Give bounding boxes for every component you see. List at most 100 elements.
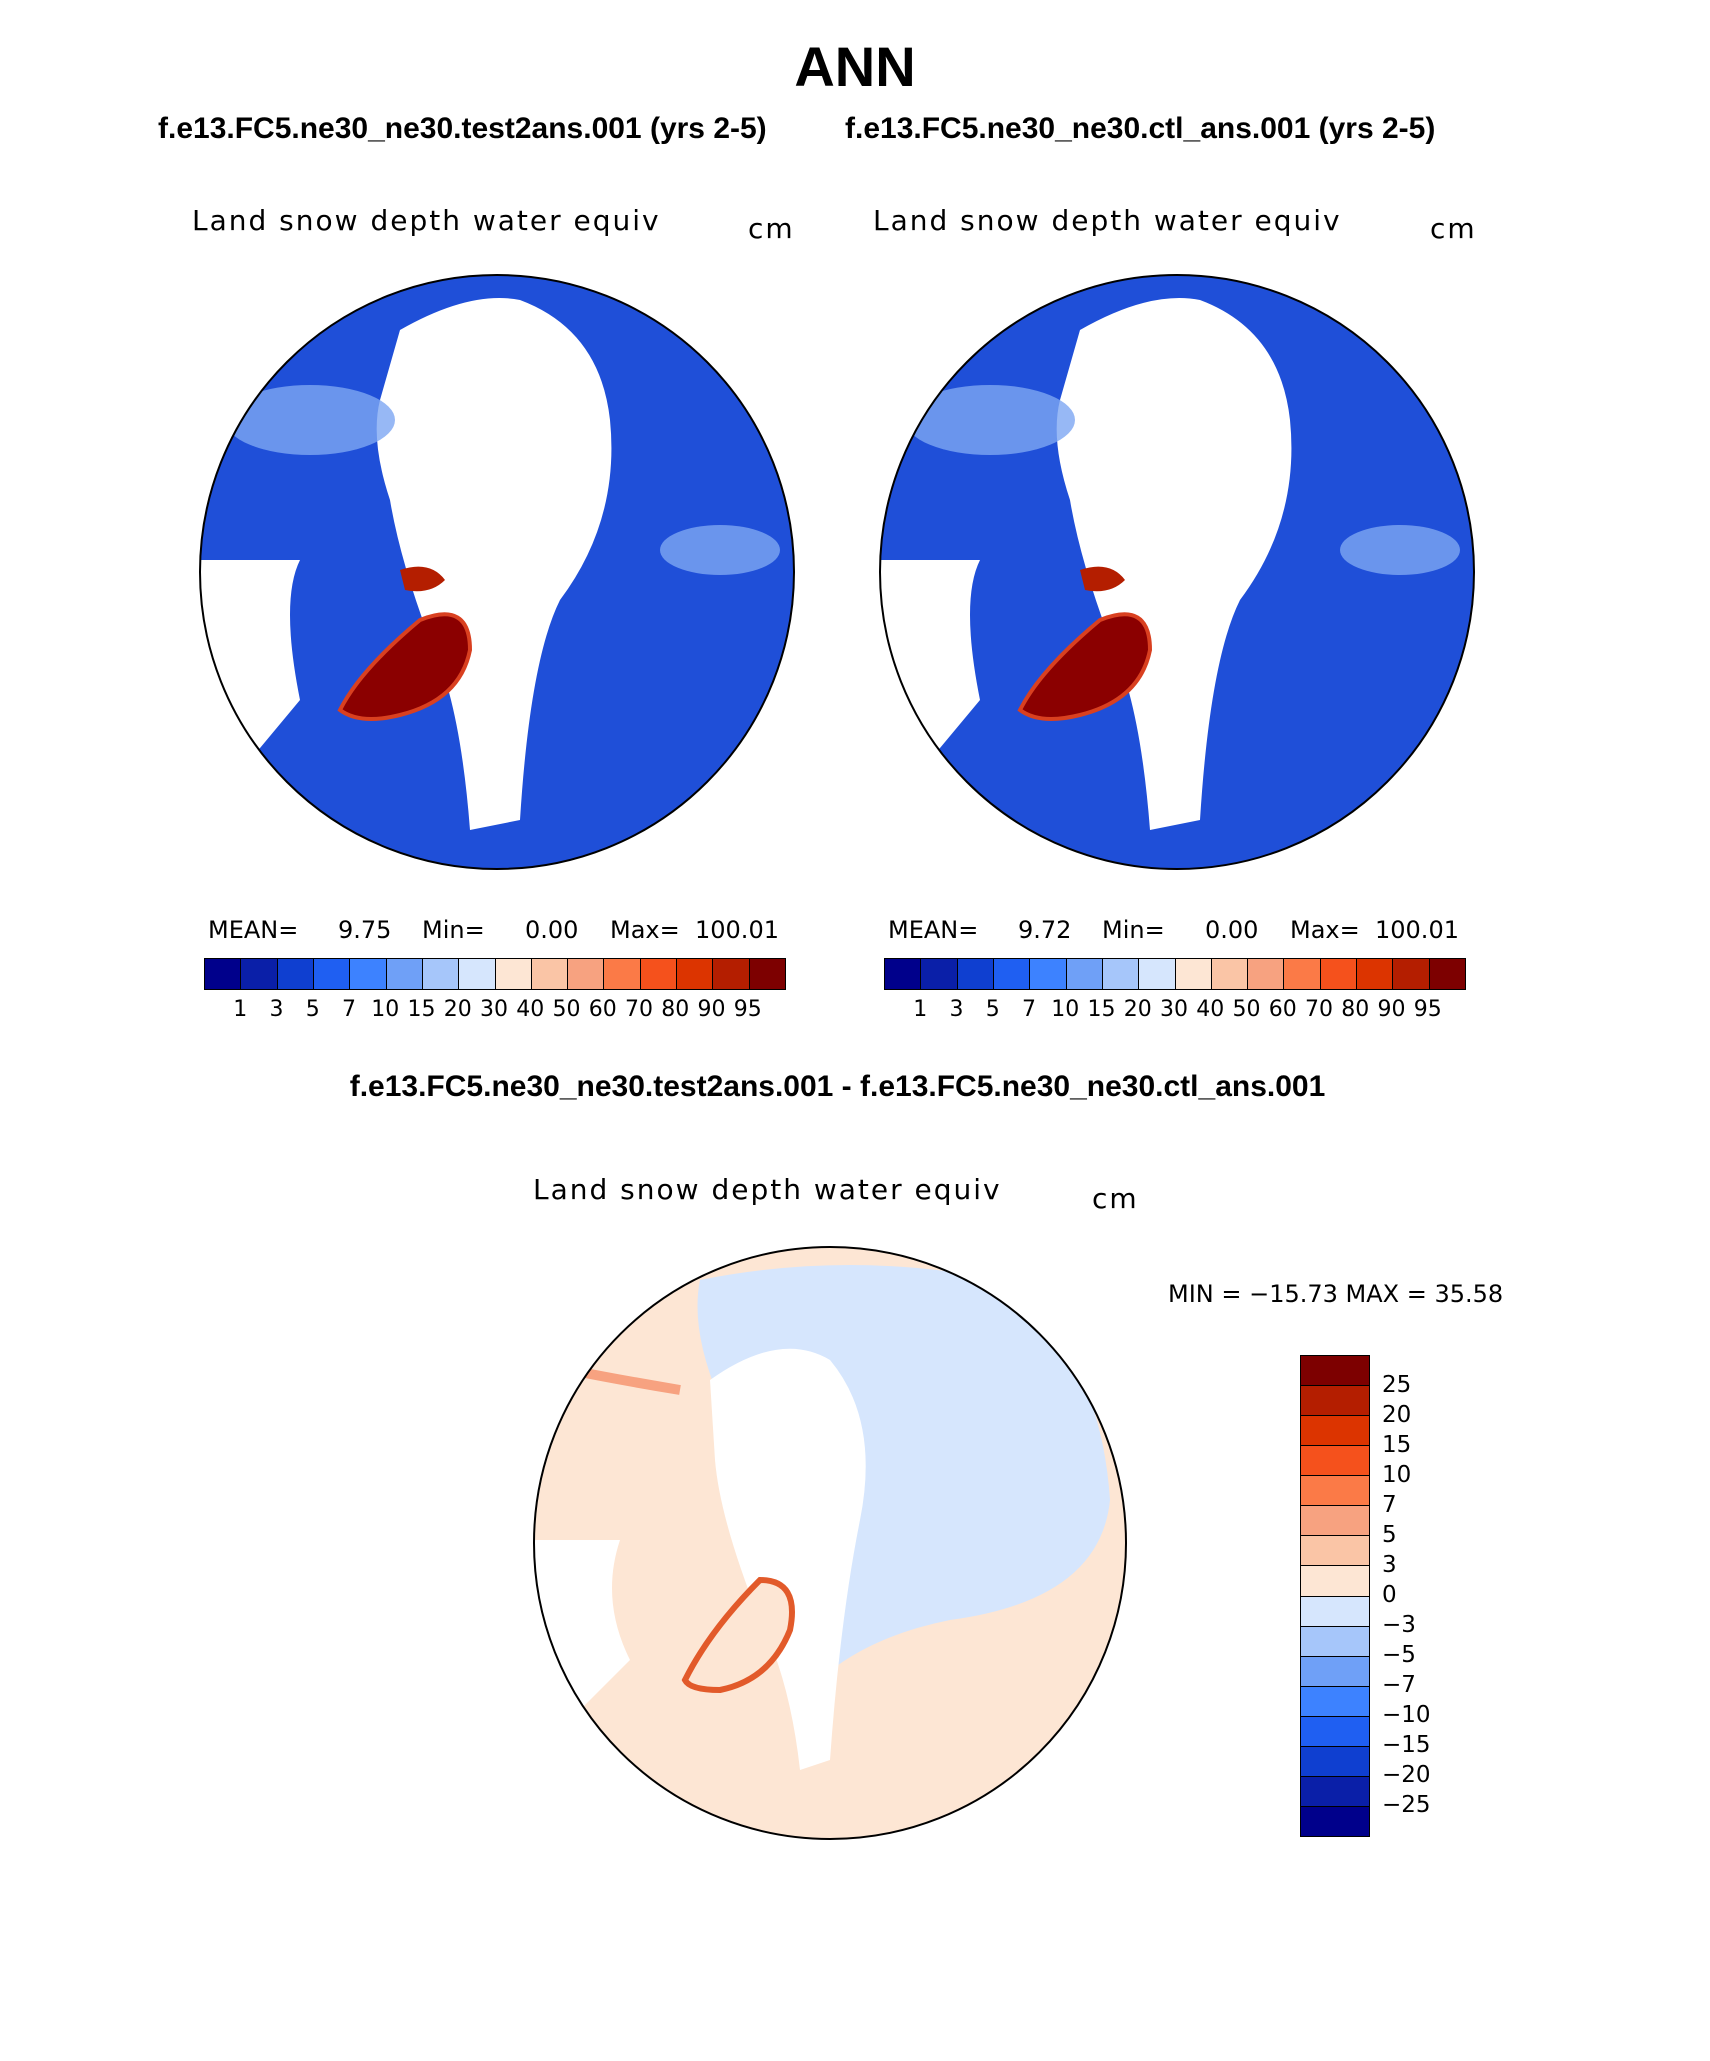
map2-ellesmere	[1080, 566, 1125, 592]
diff-title: f.e13.FC5.ne30_ne30.test2ans.001 - f.e13…	[349, 1070, 1326, 1103]
colorbar-swatch	[956, 959, 993, 989]
colorbar-tick-label: 80	[661, 997, 690, 1022]
colorbar-swatch	[992, 959, 1030, 989]
map1-light-region-2	[660, 525, 780, 575]
colorbar-tick-label: −10	[1382, 1702, 1431, 1728]
colorbar-swatch	[1301, 1775, 1369, 1806]
map3-fields	[534, 1247, 1126, 1839]
colorbar-tick-label: 40	[1196, 997, 1225, 1022]
colorbar-tick-label: 60	[1268, 997, 1297, 1022]
colorbar-tick-label: 3	[1382, 1552, 1397, 1578]
colorbar-tick-label: 50	[552, 997, 581, 1022]
colorbar-swatch	[885, 959, 921, 989]
panel2-variable-label: Land snow depth water equiv	[873, 204, 1342, 237]
colorbar-swatch	[1301, 1655, 1369, 1686]
colorbar-swatch	[1101, 959, 1139, 989]
colorbar-tick-label: −20	[1382, 1762, 1431, 1788]
colorbar-tick-label: 5	[985, 997, 1000, 1022]
colorbar-panel2-labels: 1 3 5 7 10 15 20 30 40 50 60 70 80 90 95	[884, 997, 1464, 1027]
colorbar-swatch	[1301, 1385, 1369, 1416]
colorbar-tick-label: −7	[1382, 1672, 1416, 1698]
colorbar-swatch	[312, 959, 350, 989]
colorbar-swatch	[676, 959, 713, 989]
colorbar-swatch	[920, 959, 957, 989]
colorbar-swatch	[1283, 959, 1320, 989]
colorbar-tick-label: 25	[1382, 1372, 1412, 1398]
colorbar-swatch	[276, 959, 313, 989]
colorbar-swatch	[1301, 1535, 1369, 1566]
colorbar-swatch	[1301, 1625, 1369, 1656]
colorbar-tick-label: 15	[1087, 997, 1116, 1022]
colorbar-tick-label: 95	[1413, 997, 1442, 1022]
colorbar-tick-label: −5	[1382, 1642, 1416, 1668]
colorbar-tick-label: −3	[1382, 1612, 1416, 1638]
colorbar-swatch	[1301, 1445, 1369, 1476]
map3-outline	[533, 1246, 1127, 1840]
colorbar-swatch	[1319, 959, 1357, 989]
colorbar-tick-label: 0	[1382, 1582, 1397, 1608]
panel1-mean-value: 9.75	[338, 916, 392, 944]
map2-arctic-ocean	[1056, 298, 1292, 830]
colorbar-swatch	[1138, 959, 1175, 989]
colorbar-tick-label: 15	[1382, 1432, 1412, 1458]
panel1-min-label: Min=	[422, 916, 485, 944]
colorbar-tick-label: 10	[371, 997, 400, 1022]
panel2-min-label: Min=	[1102, 916, 1165, 944]
panel1-max-label: Max=	[610, 916, 680, 944]
diff-variable-label: Land snow depth water equiv	[533, 1173, 1002, 1206]
colorbar-swatch	[1301, 1505, 1369, 1536]
colorbar-swatch	[1392, 959, 1429, 989]
colorbar-swatch	[1301, 1415, 1369, 1446]
map1-ellesmere	[400, 566, 445, 592]
map3-greenland	[681, 1576, 795, 1694]
colorbar-swatch	[494, 959, 531, 989]
panel1-min-value: 0.00	[525, 916, 579, 944]
colorbar-swatch	[1301, 1356, 1369, 1386]
colorbar-tick-label: 80	[1341, 997, 1370, 1022]
colorbar-tick-label: 60	[588, 997, 617, 1022]
diff-units-label: cm	[1092, 1182, 1139, 1215]
colorbar-tick-label: 70	[1305, 997, 1333, 1022]
colorbar-tick-label: 10	[1051, 997, 1080, 1022]
panel2-mean-value: 9.72	[1018, 916, 1072, 944]
colorbar-tick-label: 70	[625, 997, 653, 1022]
colorbar-tick-label: 3	[269, 997, 284, 1022]
colorbar-swatch	[1301, 1475, 1369, 1506]
colorbar-tick-label: −15	[1382, 1732, 1431, 1758]
map3-ocean	[710, 1348, 866, 1770]
colorbar-swatch	[603, 959, 640, 989]
colorbar-swatch	[1428, 959, 1465, 989]
colorbar-tick-label: 1	[913, 997, 928, 1022]
colorbar-swatch	[639, 959, 677, 989]
colorbar-panel1-labels: 1 3 5 7 10 15 20 30 40 50 60 70 80 90 95	[204, 997, 784, 1027]
colorbar-tick-label: 30	[1160, 997, 1188, 1022]
colorbar-swatch	[1065, 959, 1102, 989]
colorbar-diff	[1300, 1355, 1370, 1837]
panel1-variable-label: Land snow depth water equiv	[192, 204, 661, 237]
colorbar-tick-label: 20	[1382, 1402, 1412, 1428]
colorbar-swatch	[205, 959, 241, 989]
map1-light-region-1	[225, 385, 395, 455]
colorbar-swatch	[1210, 959, 1248, 989]
colorbar-swatch	[530, 959, 568, 989]
map1-greenland	[337, 612, 473, 721]
colorbar-tick-label: 7	[1022, 997, 1036, 1022]
colorbar-tick-label: 90	[697, 997, 726, 1022]
map-panel1	[199, 274, 1475, 870]
panel1-max-value: 100.01	[695, 916, 779, 944]
colorbar-swatch	[1301, 1685, 1369, 1716]
colorbar-tick-label: 3	[949, 997, 964, 1022]
colorbar-panel1	[204, 958, 786, 990]
colorbar-swatch	[1356, 959, 1393, 989]
colorbar-swatch	[1029, 959, 1066, 989]
colorbar-tick-label: 20	[1123, 997, 1152, 1022]
colorbar-swatch	[1301, 1595, 1369, 1626]
panel1-units-label: cm	[748, 212, 795, 245]
colorbar-tick-label: 7	[342, 997, 356, 1022]
colorbar-swatch	[1301, 1805, 1369, 1836]
colorbar-swatch	[1174, 959, 1211, 989]
colorbar-swatch	[748, 959, 785, 989]
map2-fields	[880, 275, 1474, 869]
colorbar-swatch	[1301, 1565, 1369, 1596]
panel2-mean-label: MEAN=	[888, 916, 979, 944]
